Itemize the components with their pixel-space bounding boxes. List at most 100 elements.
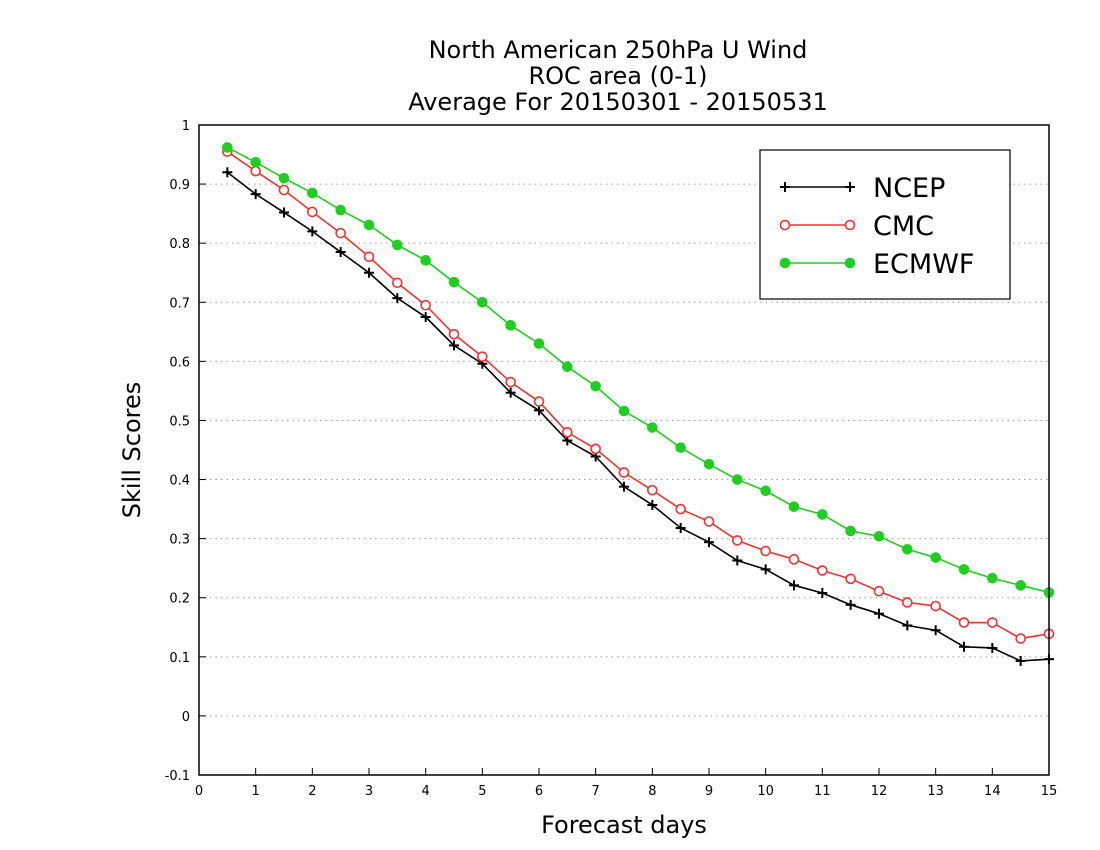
point-ecmwf <box>618 405 630 417</box>
plot-frame <box>198 124 1050 776</box>
point-cmc <box>278 184 290 196</box>
point-ecmwf <box>505 320 516 331</box>
legend-item-ncep: NCEP <box>780 173 945 204</box>
x-tick-label: 13 <box>927 784 944 799</box>
x-tick-label: 3 <box>365 784 373 799</box>
x-tick-label: 1 <box>252 784 260 799</box>
x-tick-label: 4 <box>422 784 430 799</box>
point-cmc <box>307 206 318 218</box>
point-ncep <box>420 312 431 323</box>
point-ncep <box>760 564 771 575</box>
legend-marker-cmc <box>779 219 791 231</box>
x-tick-label: 15 <box>1041 784 1058 799</box>
y-tick-label: 0.5 <box>169 414 190 429</box>
x-axis-label: Forecast days <box>541 811 707 839</box>
point-cmc <box>647 484 658 496</box>
y-tick-label: 0.9 <box>169 178 190 193</box>
point-ncep <box>987 642 998 653</box>
legend-item-ecmwf: ECMWF <box>779 249 974 280</box>
point-ecmwf <box>363 219 375 231</box>
point-ecmwf <box>760 485 771 497</box>
point-ecmwf <box>675 442 686 453</box>
point-cmc <box>505 376 516 388</box>
y-axis-label: Skill Scores <box>118 382 146 519</box>
legend-label-ecmwf: ECMWF <box>873 249 974 280</box>
legend-label-ncep: NCEP <box>873 173 945 204</box>
point-ncep <box>364 267 374 278</box>
y-tick-label: 0.1 <box>169 651 190 666</box>
legend-marker-ecmwf <box>844 257 856 269</box>
point-ncep <box>930 625 941 636</box>
point-ecmwf <box>987 572 998 584</box>
legend-label-cmc: CMC <box>873 211 934 242</box>
series-ncep <box>222 167 1054 666</box>
point-ecmwf <box>873 530 885 542</box>
point-ecmwf <box>307 187 318 199</box>
point-ncep <box>845 599 856 610</box>
point-ecmwf <box>902 543 913 555</box>
point-ecmwf <box>278 172 290 184</box>
point-cmc <box>477 351 488 362</box>
y-tick-label: 0.4 <box>169 474 190 489</box>
x-tick-label: 7 <box>592 784 600 799</box>
point-cmc <box>618 467 630 478</box>
title-line-1: North American 250hPa U Wind <box>429 36 808 64</box>
point-ecmwf <box>448 276 460 288</box>
point-ecmwf <box>845 525 856 537</box>
point-ecmwf <box>958 564 970 575</box>
x-tick-label: 11 <box>814 784 831 799</box>
point-ncep <box>222 167 233 178</box>
point-ecmwf <box>788 501 800 513</box>
x-tick-label: 6 <box>535 784 543 799</box>
point-ncep <box>902 620 913 631</box>
point-cmc <box>902 597 913 608</box>
point-ecmwf <box>392 239 403 251</box>
y-tick-label: 0.2 <box>169 592 190 607</box>
legend: NCEP CMC ECMWF <box>759 149 1011 300</box>
point-cmc <box>845 573 856 585</box>
point-cmc <box>930 600 941 612</box>
series-cmc <box>222 146 1055 644</box>
point-ncep <box>959 641 969 652</box>
point-cmc <box>732 535 743 546</box>
point-ecmwf <box>420 255 431 266</box>
y-tick-label: 0.6 <box>169 355 190 370</box>
x-tick-label: 0 <box>195 784 203 799</box>
point-cmc <box>817 565 828 576</box>
point-ecmwf <box>477 296 488 308</box>
point-ncep <box>675 523 686 533</box>
legend-item-cmc: CMC <box>779 211 934 242</box>
point-cmc <box>335 227 346 239</box>
point-ecmwf <box>817 509 828 520</box>
series-ecmwf <box>222 142 1055 598</box>
point-ncep <box>250 189 261 200</box>
point-ncep <box>279 207 289 218</box>
chart-title: North American 250hPa U Wind ROC area (0… <box>408 36 828 116</box>
legend-marker-cmc <box>844 219 856 231</box>
point-cmc <box>392 277 403 289</box>
point-ncep <box>732 555 743 566</box>
point-ecmwf <box>222 142 233 153</box>
point-ecmwf <box>590 380 601 392</box>
point-cmc <box>363 251 375 263</box>
y-tick-label: 0.7 <box>169 296 190 311</box>
point-cmc <box>448 328 460 340</box>
point-ncep <box>534 405 544 416</box>
point-ncep <box>704 537 714 548</box>
point-cmc <box>873 585 885 597</box>
point-cmc <box>788 554 800 565</box>
point-cmc <box>703 516 715 527</box>
x-tick-label: 9 <box>705 784 713 799</box>
point-ecmwf <box>930 552 941 563</box>
y-tick-label: 1 <box>182 119 190 134</box>
point-ecmwf <box>335 204 346 216</box>
point-ecmwf <box>647 422 658 433</box>
x-tick-label: 14 <box>984 784 1001 799</box>
x-tick-label: 10 <box>757 784 774 799</box>
point-cmc <box>987 617 998 628</box>
point-ncep <box>789 580 799 591</box>
y-tick-label: 0.8 <box>169 237 190 252</box>
title-line-2: ROC area (0-1) <box>528 62 707 90</box>
point-ncep <box>307 226 318 237</box>
legend-marker-ncep <box>845 182 855 192</box>
